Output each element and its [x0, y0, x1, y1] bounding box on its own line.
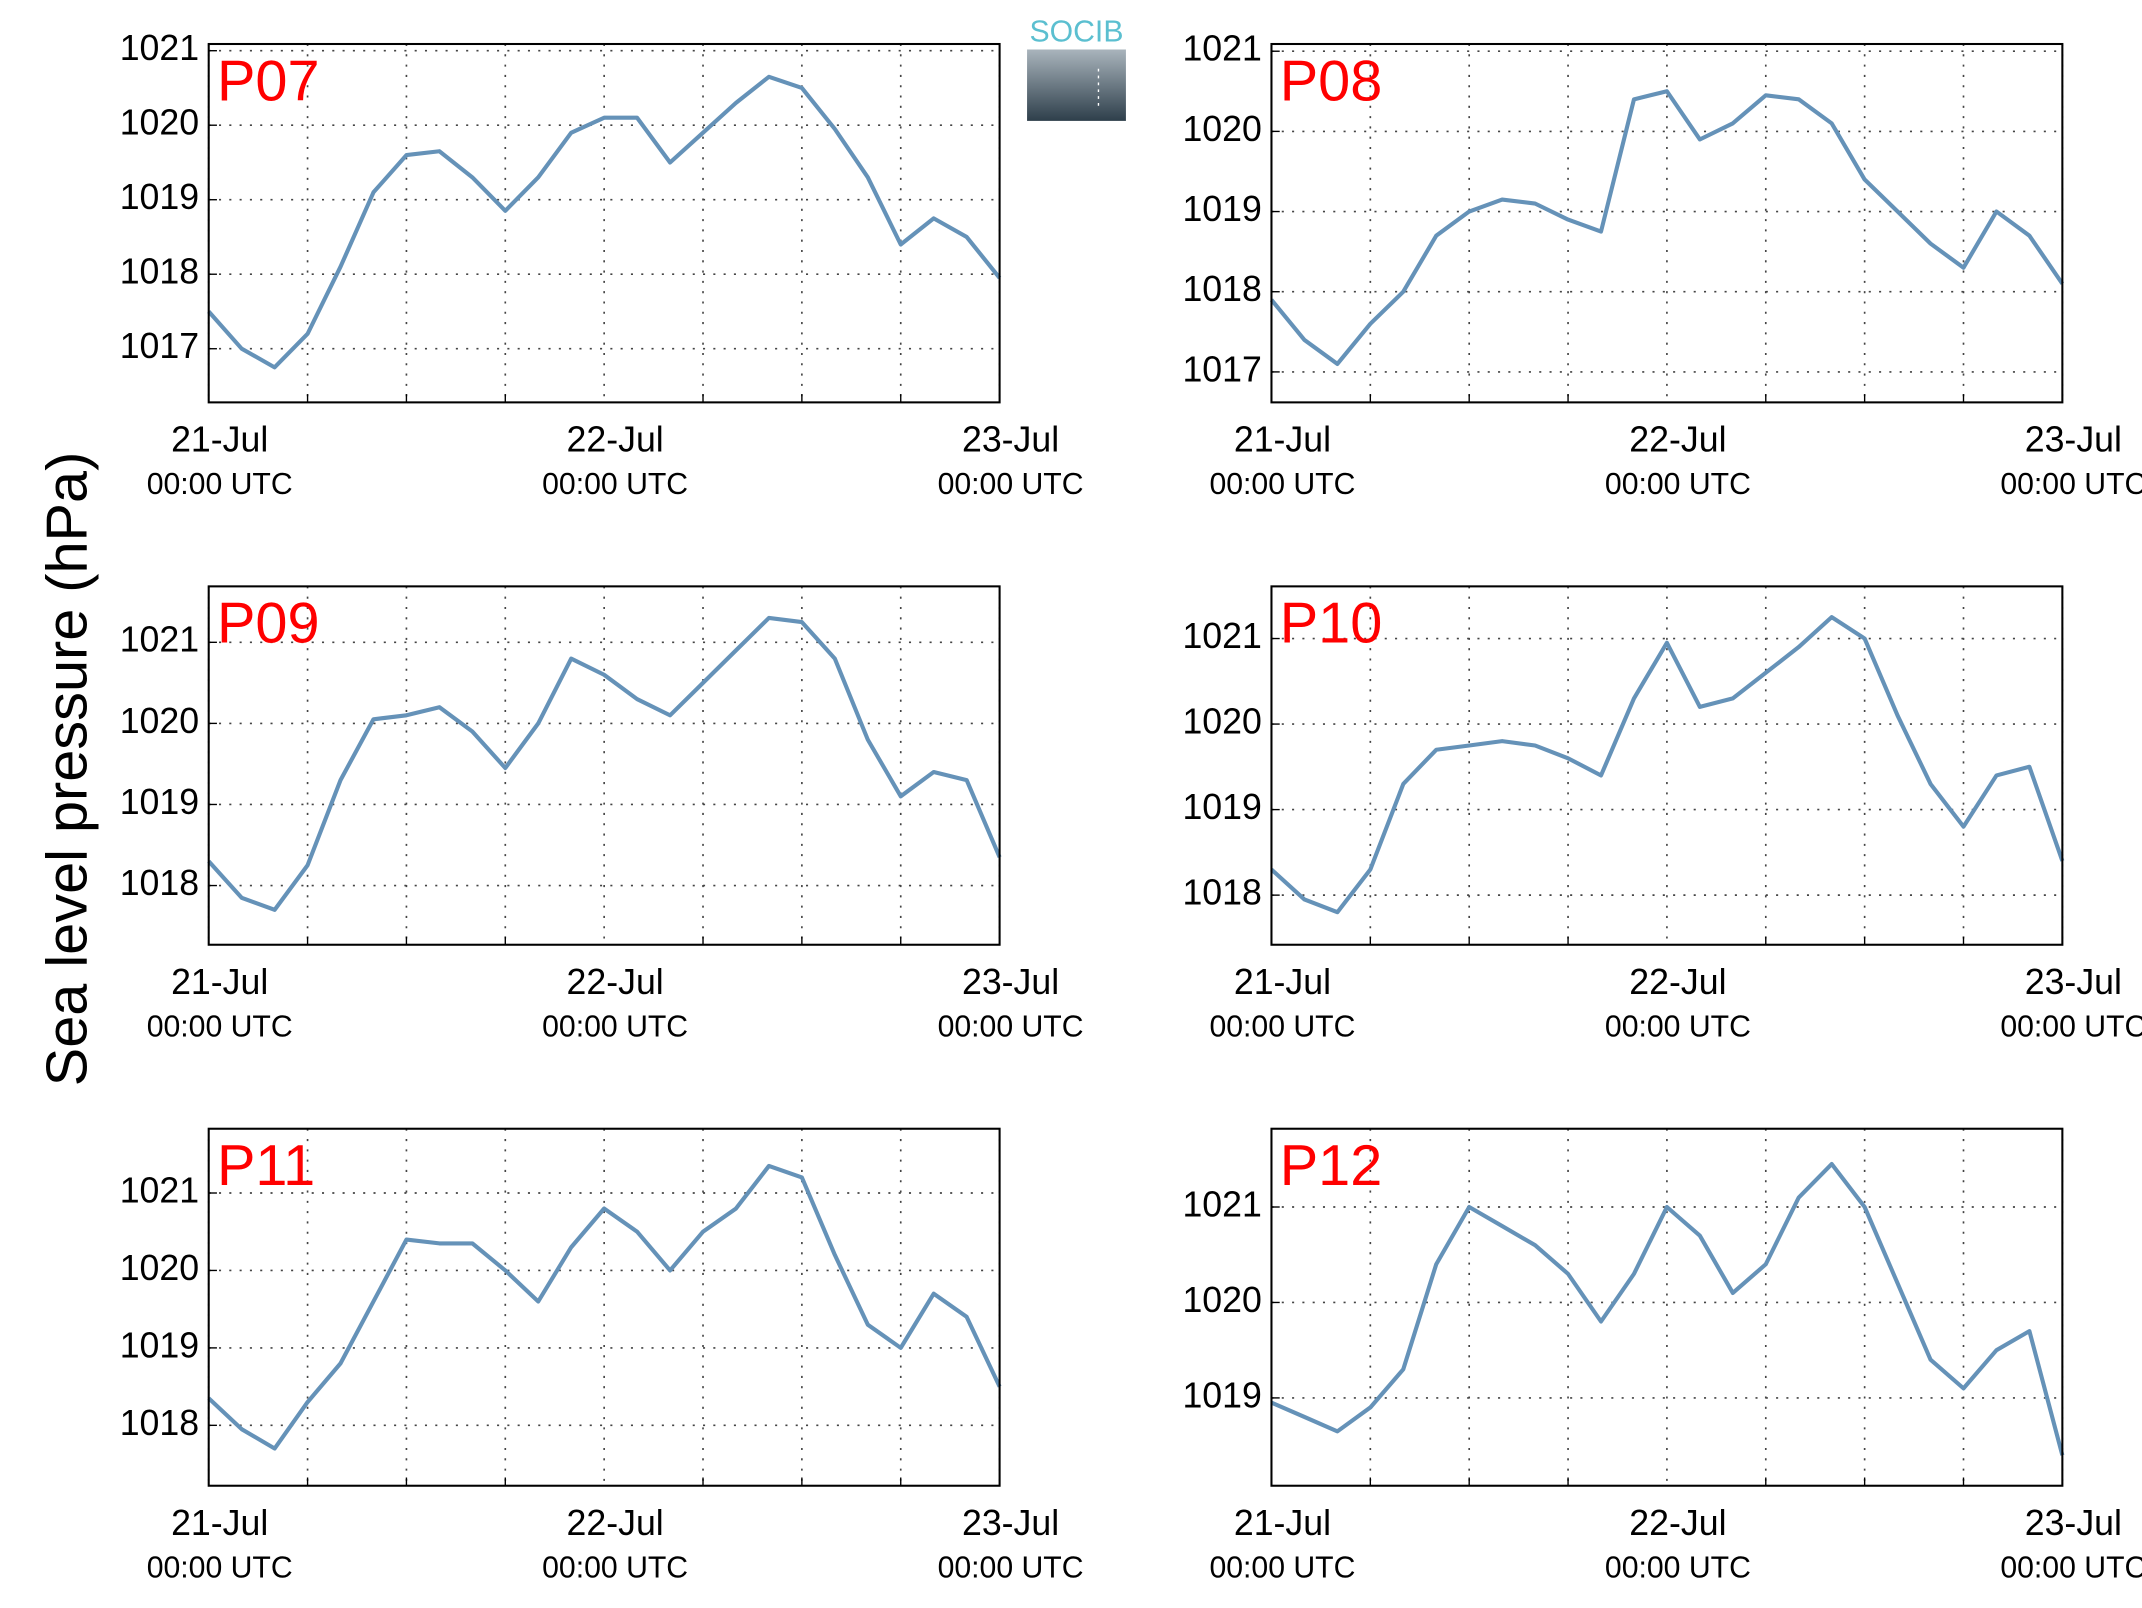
- y-tick-label: 1018: [120, 863, 199, 903]
- y-axis-label: Sea level pressure (hPa): [36, 452, 100, 1087]
- line-series: [207, 615, 1002, 912]
- y-tick-label: 1018: [120, 1403, 199, 1443]
- x-tick-label: 22-Jul: [567, 962, 664, 1002]
- panel-title: P07: [217, 49, 320, 113]
- axes-frame: [1270, 1127, 2064, 1487]
- line-series: [207, 74, 1002, 370]
- x-tick-label: 23-Jul: [2025, 962, 2122, 1002]
- x-tick-sublabel: 00:00 UTC: [1605, 1551, 1751, 1584]
- axes-frame: [207, 42, 1001, 404]
- x-tick-sublabel: 00:00 UTC: [938, 1010, 1084, 1043]
- y-tick-label: 1019: [1182, 189, 1261, 229]
- panel-title: P09: [217, 592, 320, 656]
- y-tick-label: 1021: [1182, 1184, 1261, 1224]
- x-tick-sublabel: 00:00 UTC: [2000, 468, 2142, 501]
- x-tick-label: 23-Jul: [2025, 1503, 2122, 1543]
- subplot: 1018 1019 1020 1021 21-Jul 00:00 UTC 22-Jul 00:…: [120, 1127, 1084, 1584]
- x-tick-sublabel: 00:00 UTC: [2000, 1551, 2142, 1584]
- x-tick-label: 22-Jul: [1629, 962, 1726, 1002]
- subplot: 1018 1019 1020 1021 21-Jul 00:00 UTC 22-Jul 00:…: [1182, 585, 2142, 1043]
- y-tick-label: 1018: [1182, 873, 1261, 913]
- y-tick-label: 1021: [1182, 29, 1261, 69]
- x-tick-label: 21-Jul: [1234, 962, 1331, 1002]
- x-tick-label: 21-Jul: [171, 1503, 268, 1543]
- panel-title: P10: [1280, 592, 1383, 656]
- y-tick-label: 1017: [1182, 349, 1261, 389]
- line-series: [207, 1163, 1002, 1451]
- y-tick-label: 1019: [1182, 787, 1261, 827]
- line-series: [1269, 89, 2065, 366]
- x-tick-sublabel: 00:00 UTC: [2000, 1010, 2142, 1043]
- x-tick-label: 22-Jul: [567, 420, 664, 460]
- x-tick-sublabel: 00:00 UTC: [147, 1551, 293, 1584]
- y-tick-label: 1021: [120, 620, 199, 660]
- y-tick-label: 1020: [1182, 109, 1261, 149]
- logo-box: [1027, 49, 1126, 121]
- y-tick-label: 1020: [120, 701, 199, 741]
- axes-frame: [207, 1127, 1001, 1487]
- line-series: [1270, 615, 2065, 915]
- line-series: [1270, 1161, 2065, 1456]
- x-tick-label: 21-Jul: [171, 962, 268, 1002]
- x-tick-sublabel: 00:00 UTC: [1209, 1010, 1355, 1043]
- x-tick-sublabel: 00:00 UTC: [542, 468, 688, 501]
- x-tick-sublabel: 00:00 UTC: [1605, 468, 1751, 501]
- x-tick-label: 22-Jul: [1629, 1503, 1726, 1543]
- y-tick-label: 1021: [1182, 616, 1261, 656]
- axes-frame: [1270, 42, 2064, 404]
- y-tick-label: 1018: [120, 252, 199, 292]
- x-tick-label: 23-Jul: [2025, 420, 2122, 460]
- y-tick-label: 1020: [1182, 702, 1261, 742]
- y-tick-label: 1017: [120, 326, 199, 366]
- y-tick-label: 1020: [120, 103, 199, 143]
- x-tick-label: 22-Jul: [1629, 420, 1726, 460]
- x-tick-label: 23-Jul: [962, 962, 1059, 1002]
- x-tick-label: 23-Jul: [962, 1503, 1059, 1543]
- x-tick-label: 21-Jul: [171, 420, 268, 460]
- y-tick-label: 1019: [1182, 1375, 1261, 1415]
- y-tick-label: 1020: [1182, 1280, 1261, 1320]
- panel-title: P12: [1280, 1134, 1383, 1198]
- x-tick-label: 21-Jul: [1234, 420, 1331, 460]
- subplot: 1018 1019 1020 1021 21-Jul 00:00 UTC 22-Jul 00:…: [120, 585, 1084, 1043]
- y-tick-label: 1021: [120, 28, 199, 68]
- x-tick-sublabel: 00:00 UTC: [1605, 1010, 1751, 1043]
- y-tick-label: 1019: [120, 782, 199, 822]
- x-tick-sublabel: 00:00 UTC: [147, 1010, 293, 1043]
- x-tick-sublabel: 00:00 UTC: [938, 468, 1084, 501]
- x-tick-sublabel: 00:00 UTC: [147, 468, 293, 501]
- x-tick-sublabel: 00:00 UTC: [1209, 468, 1355, 501]
- axes-frame: [1270, 585, 2064, 946]
- subplot: 1019 1020 1021 21-Jul 00:00 UTC 22-Jul 00:00 U…: [1182, 1127, 2142, 1584]
- logo-text: SOCIB: [1030, 15, 1124, 48]
- y-tick-label: 1019: [120, 177, 199, 217]
- x-tick-label: 22-Jul: [567, 1503, 664, 1543]
- y-tick-label: 1018: [1182, 269, 1261, 309]
- y-tick-label: 1021: [120, 1170, 199, 1210]
- panel-title: P08: [1280, 49, 1383, 113]
- subplot: 1017 1018 1019 1020 1021 21-Jul 00:00 UTC 22-Ju…: [1182, 29, 2142, 501]
- axes-frame: [207, 585, 1001, 946]
- x-tick-sublabel: 00:00 UTC: [542, 1551, 688, 1584]
- x-tick-sublabel: 00:00 UTC: [542, 1010, 688, 1043]
- y-tick-label: 1020: [120, 1248, 199, 1288]
- x-tick-sublabel: 00:00 UTC: [938, 1551, 1084, 1584]
- x-tick-label: 21-Jul: [1234, 1503, 1331, 1543]
- subplot: 1017 1018 1019 1020 1021 21-Jul 00:00 UTC 22-Ju…: [120, 28, 1084, 501]
- panel-title: P11: [217, 1134, 315, 1198]
- logo: SOCIB: [1027, 15, 1126, 121]
- x-tick-sublabel: 00:00 UTC: [1209, 1551, 1355, 1584]
- y-tick-label: 1019: [120, 1325, 199, 1365]
- x-tick-label: 23-Jul: [962, 420, 1059, 460]
